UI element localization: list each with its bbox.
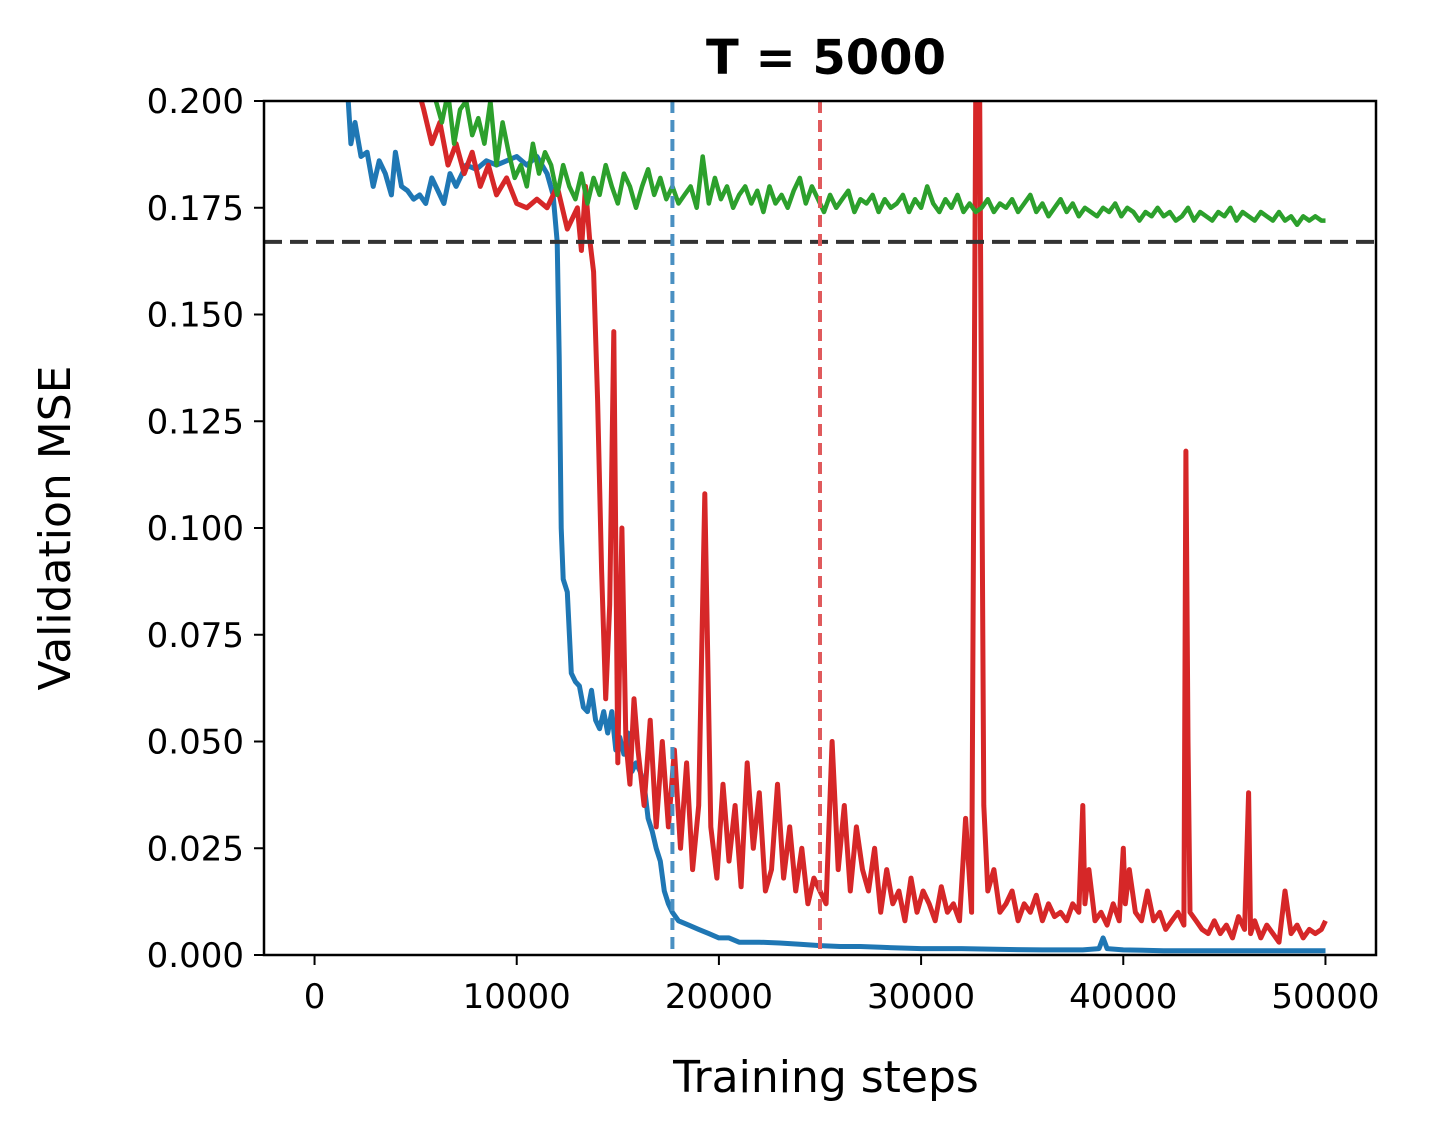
series-line-red — [418, 101, 1328, 945]
x-tick-label: 40000 — [1069, 977, 1177, 1017]
reference-lines — [264, 101, 1376, 955]
y-tick-label: 0.200 — [147, 82, 244, 122]
x-axis-ticks: 0 10000 20000 30000 40000 50000 — [304, 955, 1380, 1017]
y-axis-ticks: 0.000 0.025 0.050 0.075 0.100 0.125 0.150 0.175… — [147, 82, 264, 976]
y-tick-label: 0.000 — [147, 936, 244, 976]
y-tick-label: 0.075 — [147, 616, 244, 656]
y-tick-label: 0.100 — [147, 509, 244, 549]
x-tick-label: 20000 — [665, 977, 773, 1017]
y-tick-label: 0.150 — [147, 296, 244, 336]
x-tick-label: 30000 — [867, 977, 975, 1017]
y-axis-label: Validation MSE — [30, 366, 81, 691]
y-tick-label: 0.175 — [147, 189, 244, 229]
chart-title: T = 5000 — [706, 30, 946, 86]
series-line-blue — [345, 101, 1326, 954]
y-tick-label: 0.125 — [147, 402, 244, 442]
y-tick-label: 0.050 — [147, 723, 244, 763]
x-axis-label: Training steps — [672, 1052, 979, 1103]
y-tick-label: 0.025 — [147, 829, 244, 869]
series-layer — [345, 101, 1328, 954]
x-tick-label: 0 — [304, 977, 326, 1017]
x-tick-label: 10000 — [463, 977, 571, 1017]
series-line-green — [433, 101, 1326, 228]
x-tick-label: 50000 — [1271, 977, 1379, 1017]
